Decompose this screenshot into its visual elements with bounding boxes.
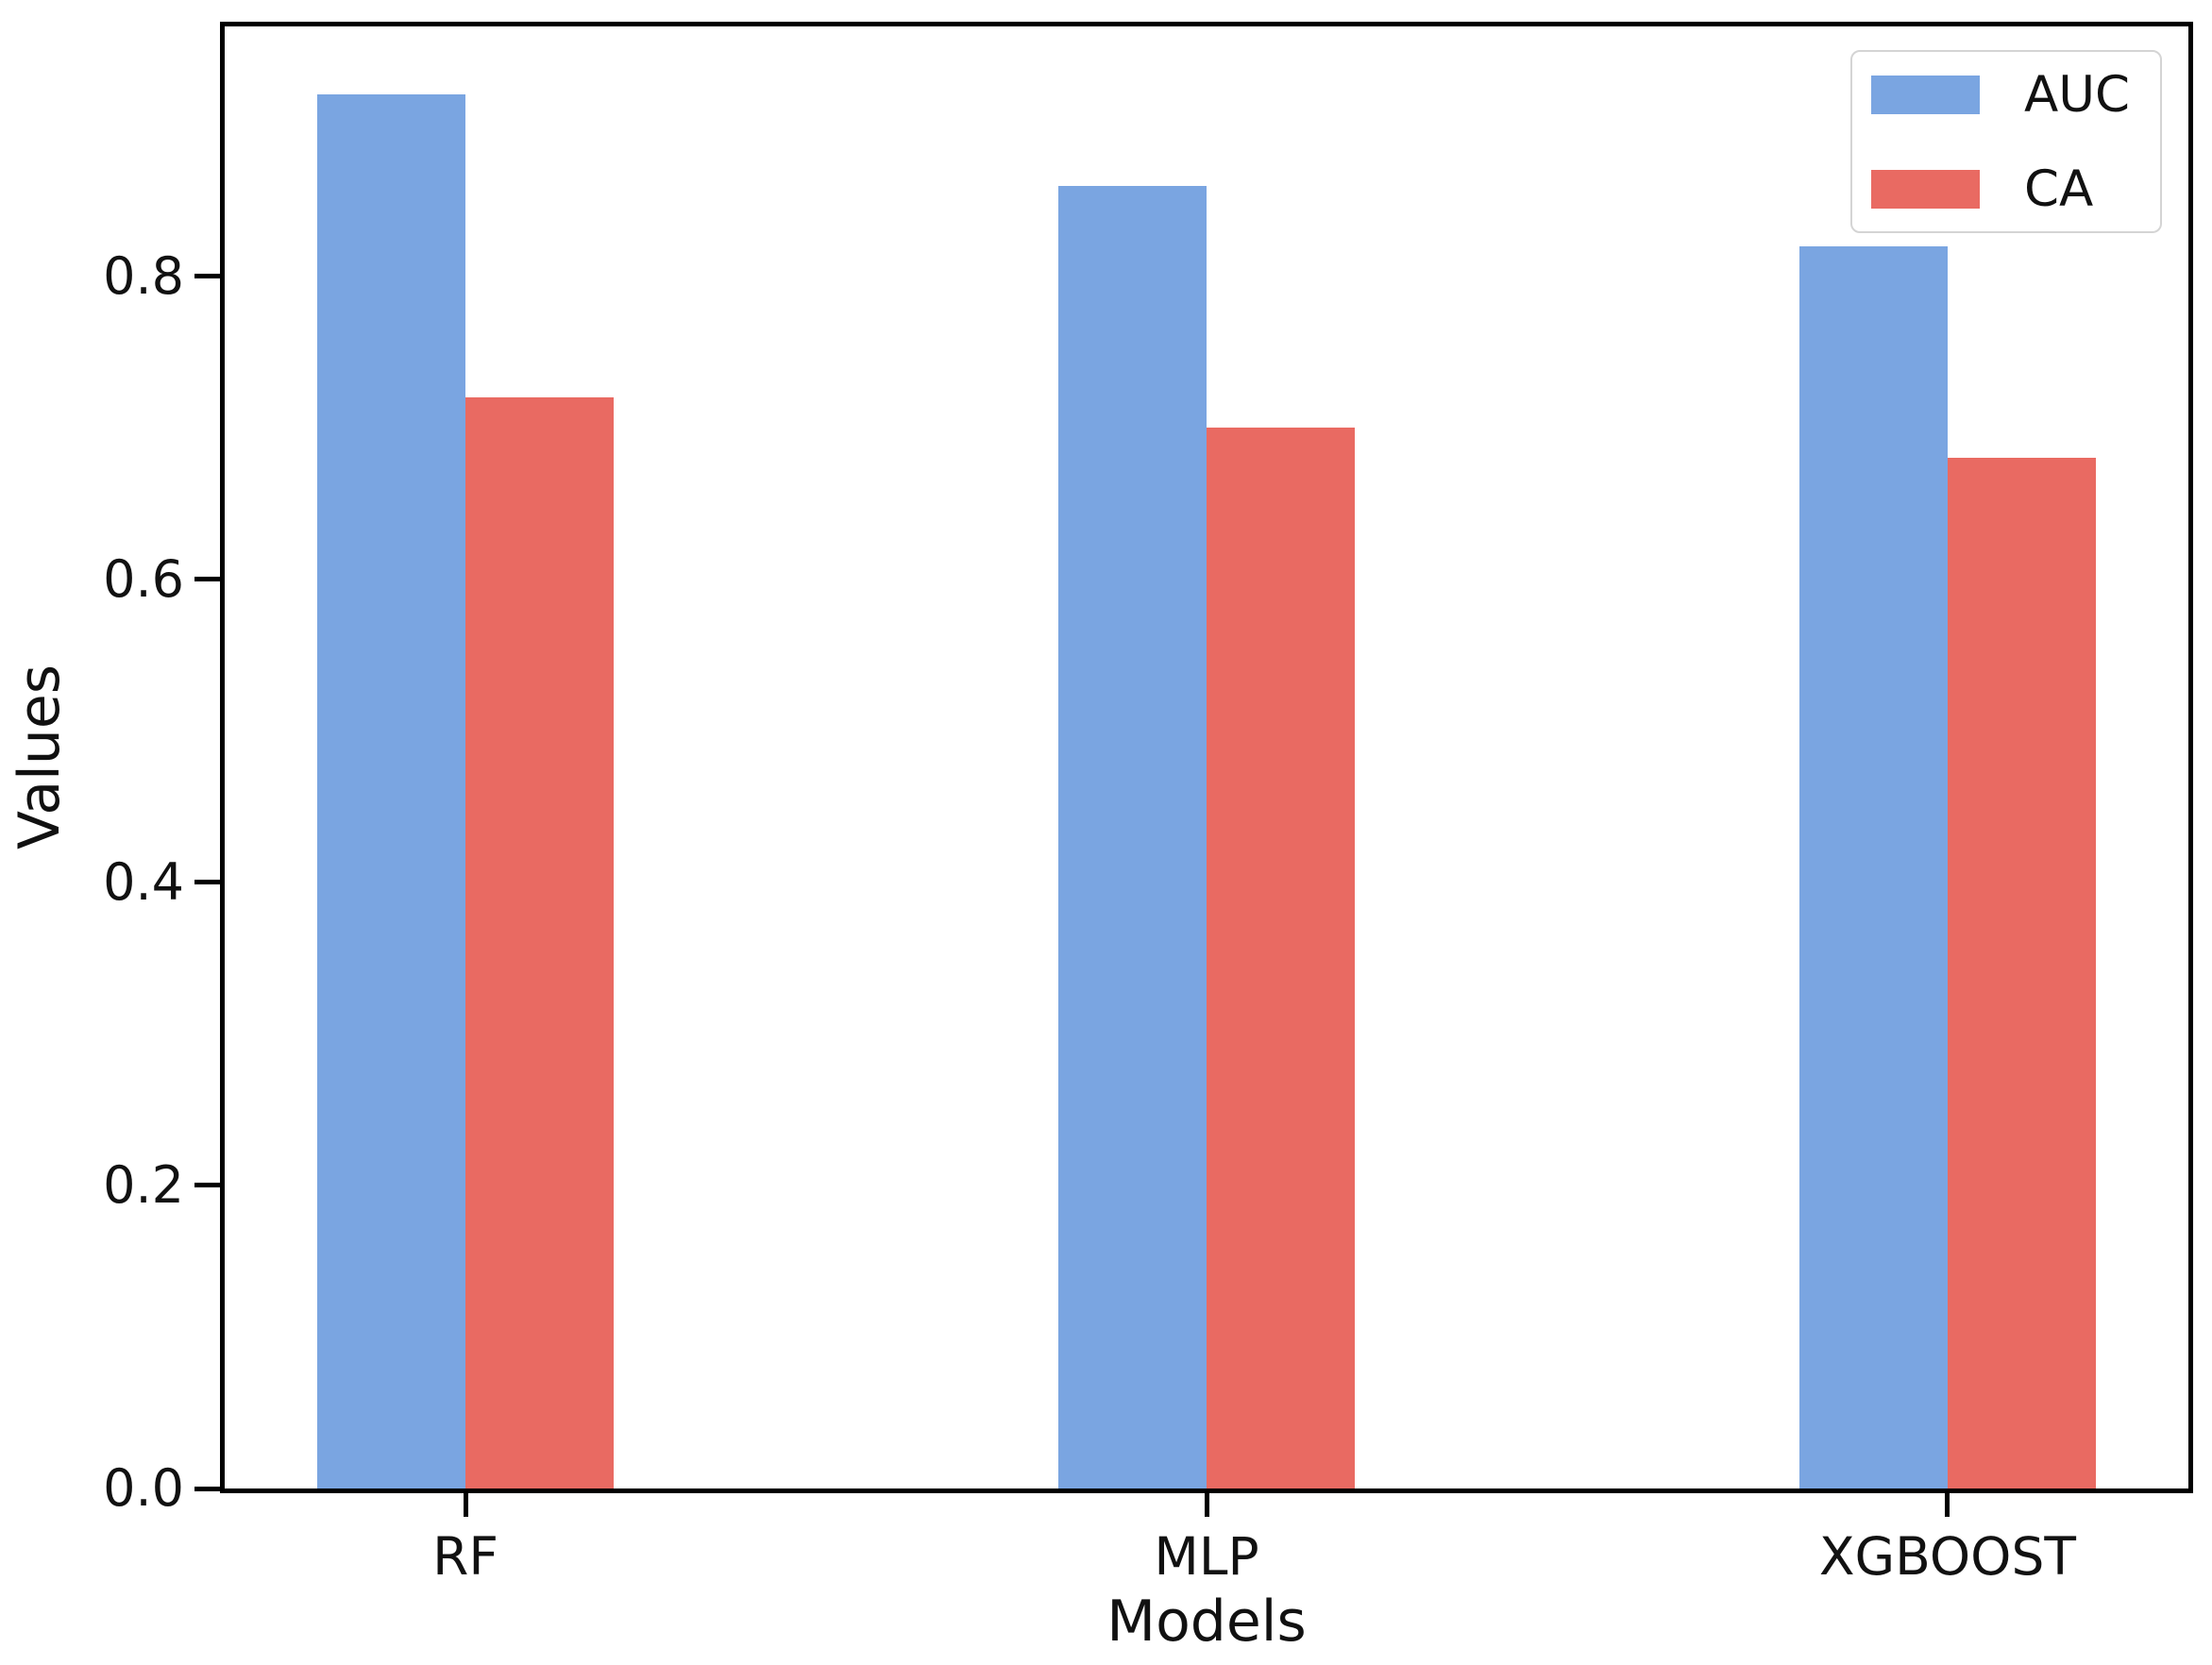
legend-swatch-auc bbox=[1871, 75, 1980, 114]
y-tick bbox=[194, 1183, 220, 1188]
bar-auc-mlp bbox=[1058, 185, 1207, 1488]
y-tick bbox=[194, 880, 220, 885]
x-tick bbox=[1204, 1493, 1209, 1517]
bar-ca-mlp bbox=[1207, 428, 1355, 1488]
y-tick-label: 0.4 bbox=[103, 851, 184, 912]
y-tick-label: 0.0 bbox=[103, 1458, 184, 1518]
x-tick-label-xgboost: XGBOOST bbox=[1818, 1526, 2076, 1587]
bar-ca-rf bbox=[465, 397, 615, 1488]
x-axis-label: Models bbox=[1106, 1589, 1307, 1655]
y-tick bbox=[194, 577, 220, 582]
bar-auc-rf bbox=[317, 94, 466, 1488]
y-axis-label: Values bbox=[7, 664, 73, 850]
bar-ca-xgboost bbox=[1947, 458, 2096, 1488]
bar-auc-xgboost bbox=[1798, 245, 1948, 1488]
y-tick bbox=[194, 274, 220, 279]
y-tick-label: 0.2 bbox=[103, 1154, 184, 1215]
x-tick-label-mlp: MLP bbox=[1154, 1526, 1259, 1587]
y-tick-label: 0.6 bbox=[103, 548, 184, 609]
legend-item-auc: AUC bbox=[1871, 70, 2137, 120]
legend-item-ca: CA bbox=[1871, 164, 2137, 214]
legend-label-auc: AUC bbox=[2024, 65, 2131, 124]
y-tick bbox=[194, 1486, 220, 1491]
plot-area bbox=[220, 22, 2193, 1493]
legend: AUC CA bbox=[1850, 50, 2162, 233]
x-tick bbox=[1945, 1493, 1950, 1517]
legend-swatch-ca bbox=[1871, 169, 1980, 209]
x-tick bbox=[463, 1493, 468, 1517]
y-tick-label: 0.8 bbox=[103, 245, 184, 306]
x-tick-label-rf: RF bbox=[432, 1526, 499, 1587]
legend-label-ca: CA bbox=[2024, 160, 2094, 218]
